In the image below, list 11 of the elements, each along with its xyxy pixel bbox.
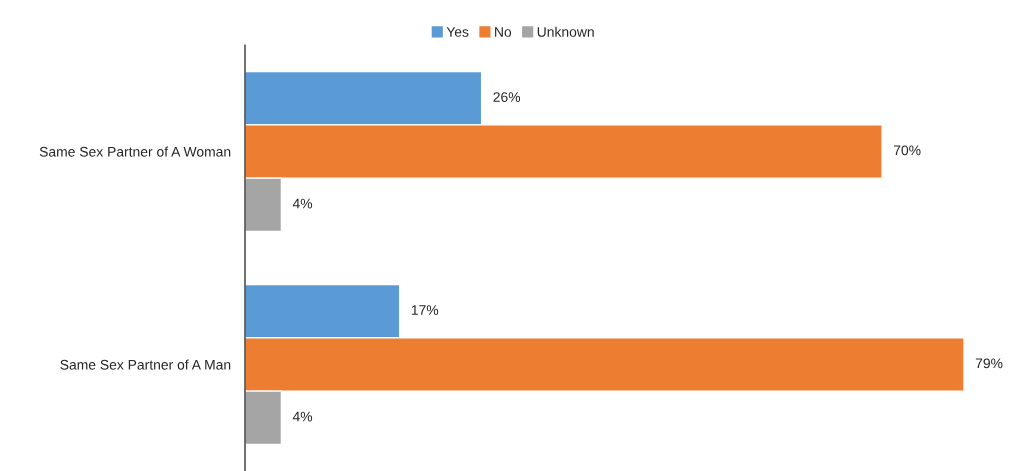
- data-label: 17%: [411, 305, 439, 315]
- y-tick-label: Same Sex Partner of A Man: [60, 359, 231, 370]
- data-label: 4%: [292, 198, 313, 209]
- data-label: 26%: [493, 92, 521, 102]
- legend-label: Yes: [446, 27, 469, 37]
- data-label: 4%: [292, 411, 313, 422]
- data-label: 79%: [975, 358, 1003, 369]
- y-tick-label: Same Sex Partner of A Woman: [39, 146, 231, 157]
- data-label: 70%: [893, 145, 921, 156]
- legend-label: No: [495, 27, 512, 37]
- legend-label: Unknown: [537, 26, 594, 37]
